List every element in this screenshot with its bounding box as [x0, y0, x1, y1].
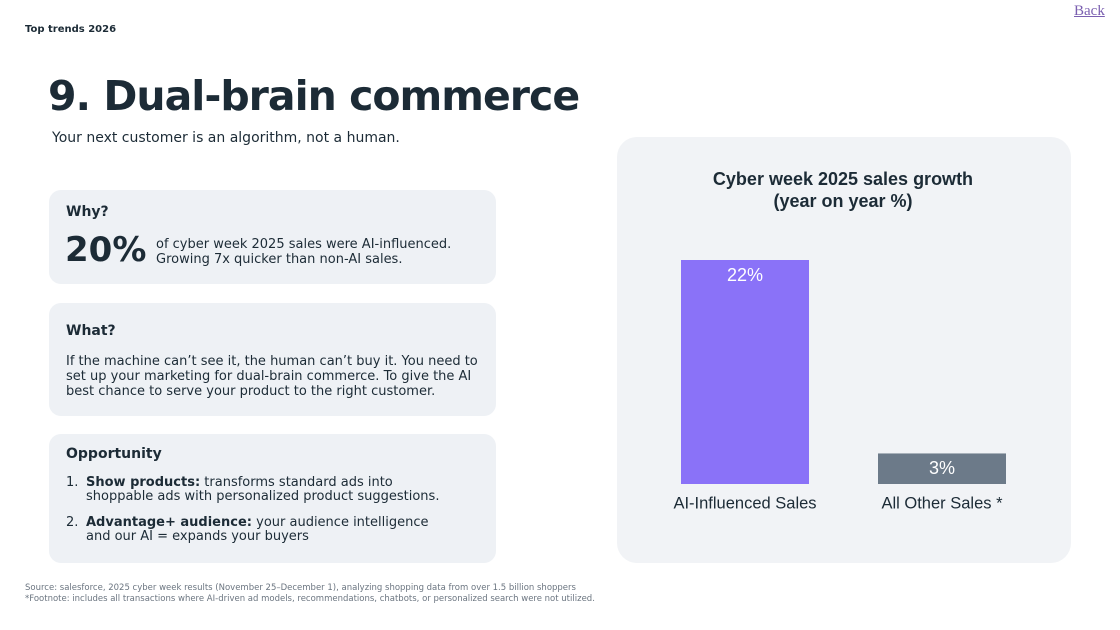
why-card: Why? 20% of cyber week 2025 sales were A… — [49, 190, 496, 284]
stat: 20% — [65, 230, 147, 270]
value-label: 3% — [929, 458, 955, 478]
why-text: of cyber week 2025 sales were AI-influen… — [156, 237, 452, 267]
page-subtitle: Your next customer is an algorithm, not … — [52, 130, 400, 146]
footnote: *Footnote: includes all transactions whe… — [25, 594, 595, 604]
card-heading: Opportunity — [66, 446, 162, 462]
list-item: 2. Advantage+ audience: your audience int… — [66, 516, 446, 544]
item-lead: Show products: — [86, 475, 201, 490]
what-text: If the machine can’t see it, the human c… — [66, 354, 478, 399]
card-heading: What? — [66, 323, 116, 339]
value-label: 22% — [727, 265, 763, 285]
section-label: Top trends 2026 — [25, 24, 117, 35]
opportunity-card: Opportunity 1. Show products: transforms … — [49, 434, 496, 563]
chart-panel — [617, 137, 1071, 563]
chart-subtitle: (year on year %) — [773, 191, 912, 211]
list-item: 1. Show products: transforms standard ads… — [66, 476, 446, 504]
chart-title: Cyber week 2025 sales growth — [713, 169, 973, 189]
page-title: 9. Dual-brain commerce — [48, 72, 580, 120]
item-number: 1. — [66, 475, 79, 490]
opportunity-list: 1. Show products: transforms standard ads… — [66, 476, 466, 556]
footer: Source: salesforce, 2025 cyber week resu… — [25, 583, 595, 605]
category-label: AI-Influenced Sales — [673, 494, 816, 512]
bar — [878, 453, 1006, 484]
source: Source: salesforce, 2025 cyber week resu… — [25, 583, 576, 593]
bar — [681, 260, 809, 484]
item-lead: Advantage+ audience: — [86, 515, 252, 530]
back-link[interactable]: Back — [1074, 3, 1105, 19]
card-heading: Why? — [66, 204, 109, 220]
what-card: What? If the machine can’t see it, the h… — [49, 303, 496, 416]
item-text: your audience intelligence and our AI = … — [86, 515, 429, 544]
item-text: transforms standard ads into shoppable a… — [86, 475, 440, 504]
item-number: 2. — [66, 515, 79, 530]
category-label: All Other Sales * — [881, 494, 1003, 512]
